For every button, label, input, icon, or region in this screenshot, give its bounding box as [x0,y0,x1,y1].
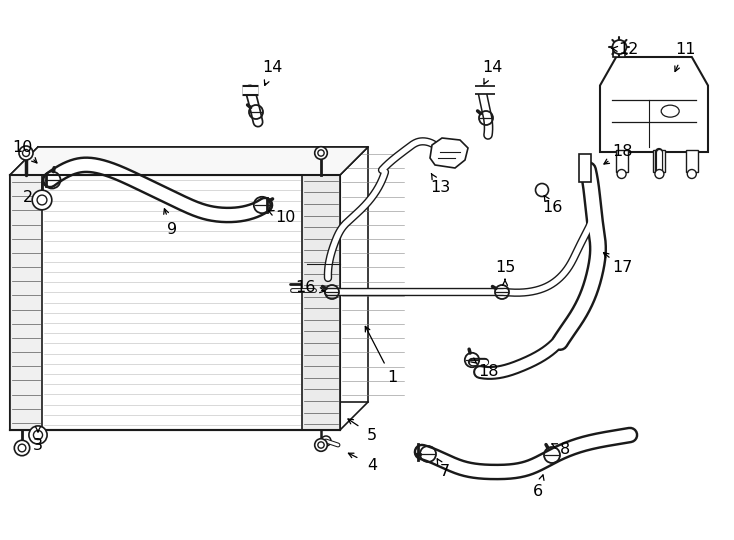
Text: 16: 16 [542,200,562,215]
Text: 4: 4 [367,457,377,472]
Text: 1: 1 [387,370,397,386]
Bar [653,150,666,172]
Text: 18: 18 [478,364,498,380]
Bar [686,150,698,172]
Circle shape [315,438,327,451]
Circle shape [37,195,47,205]
Circle shape [14,440,29,456]
Polygon shape [430,138,468,168]
Bar [579,154,591,182]
Text: 7: 7 [440,464,450,480]
Circle shape [612,40,626,54]
Text: 13: 13 [430,180,450,195]
Text: 14: 14 [482,60,502,76]
Circle shape [29,426,47,444]
Text: 16: 16 [295,280,315,295]
Circle shape [321,436,331,446]
Bar [616,150,628,172]
Polygon shape [10,147,368,175]
Text: 17: 17 [612,260,632,275]
Circle shape [318,442,324,448]
Circle shape [318,150,324,156]
Circle shape [32,190,52,210]
Circle shape [23,150,29,157]
Text: 8: 8 [560,442,570,457]
Text: 14: 14 [262,60,282,76]
Text: 5: 5 [367,428,377,442]
Text: 9: 9 [167,222,177,238]
Bar [38,147,368,402]
Text: 18: 18 [611,145,632,159]
Circle shape [34,430,43,440]
Ellipse shape [661,105,679,117]
Circle shape [687,170,697,179]
Bar [302,175,340,430]
Circle shape [19,146,33,160]
Circle shape [617,170,626,179]
Text: 10: 10 [275,211,295,226]
Text: 15: 15 [495,260,515,275]
Text: 11: 11 [675,43,695,57]
Circle shape [536,184,548,197]
Text: 2: 2 [23,191,33,206]
Circle shape [18,444,26,452]
Bar [10,175,42,430]
Text: 3: 3 [33,437,43,453]
Text: 12: 12 [618,43,638,57]
Bar [614,47,625,57]
Circle shape [655,170,664,179]
Polygon shape [600,57,708,152]
Bar [10,175,340,430]
Circle shape [315,147,327,159]
Text: 6: 6 [533,484,543,500]
Text: 10: 10 [12,140,32,156]
